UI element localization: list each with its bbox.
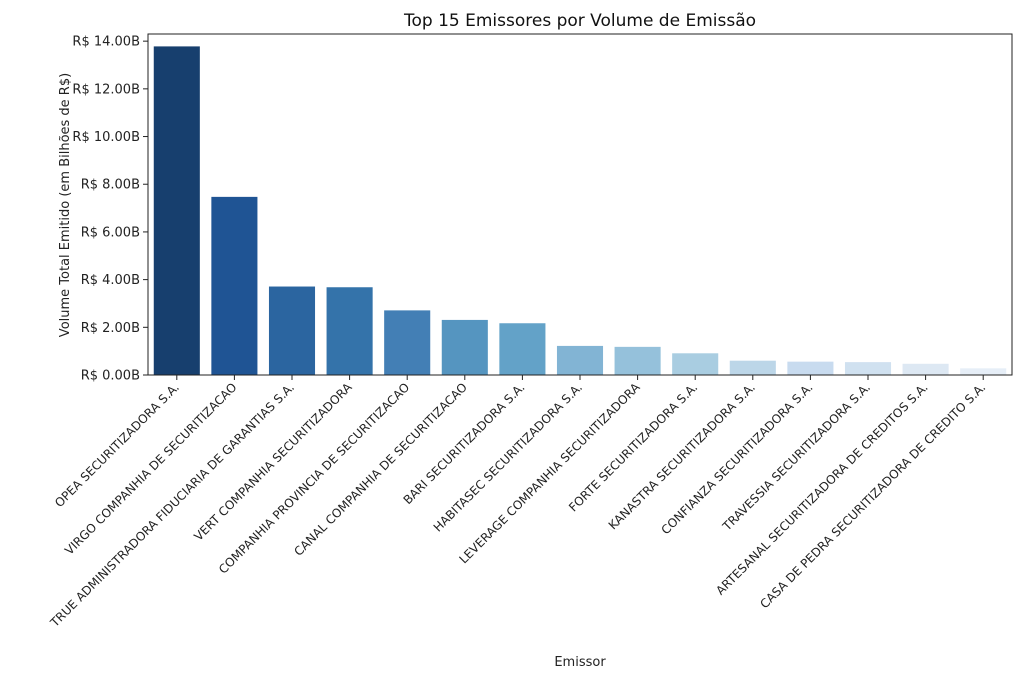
plot-frame: [147, 33, 1013, 376]
y-tick-label: R$ 0.00B: [81, 369, 140, 384]
bar-2: [211, 196, 258, 375]
bar-12: [787, 361, 834, 375]
bar-14: [902, 363, 949, 375]
bar-3: [268, 286, 316, 375]
y-axis-label: Volume Total Emitido (em Bilhões de R$): [58, 73, 73, 337]
chart-title: Top 15 Emissores por Volume de Emissão: [403, 11, 756, 31]
x-tick-label: OPEA SECURITIZADORA S.A.: [52, 380, 182, 510]
bar-11: [729, 360, 776, 375]
y-tick-label: R$ 14.00B: [72, 35, 140, 50]
x-tick-label: ARTESANAL SECURITIZADORA DE CREDITOS S.A…: [713, 380, 931, 598]
x-tick-label: TRUE ADMINISTRADORA FIDUCIARIA DE GARANT…: [47, 380, 297, 630]
bar-10: [672, 353, 719, 375]
x-tick-label: BARI SECURITIZADORA S.A.: [401, 380, 528, 507]
y-tick-label: R$ 12.00B: [72, 82, 140, 97]
bars-layer: [153, 46, 1007, 376]
y-tick-label: R$ 8.00B: [81, 178, 140, 193]
y-tick-label: R$ 4.00B: [81, 273, 140, 288]
y-axis: R$ 0.00B R$ 2.00B R$ 4.00B R$ 6.00B R$ 8.00B…: [72, 35, 148, 384]
x-axis-label: Emissor: [554, 655, 606, 670]
y-tick-label: R$ 6.00B: [81, 225, 140, 240]
bar-9: [614, 346, 661, 375]
x-axis: OPEA SECURITIZADORA S.A.VIRGO COMPANHIA …: [47, 375, 988, 630]
bar-13: [844, 362, 892, 375]
y-tick-label: R$ 2.00B: [81, 321, 140, 336]
bar-7: [499, 323, 546, 375]
bar-1: [153, 46, 200, 376]
bar-6: [441, 319, 488, 375]
bar-8: [556, 345, 604, 375]
y-tick-label: R$ 10.00B: [72, 130, 140, 145]
bar-5: [384, 310, 431, 375]
x-tick-label: CASA DE PEDRA SECURITIZADORA DE CREDITO …: [757, 380, 988, 611]
bar-4: [326, 287, 373, 375]
bar-15: [960, 368, 1007, 375]
